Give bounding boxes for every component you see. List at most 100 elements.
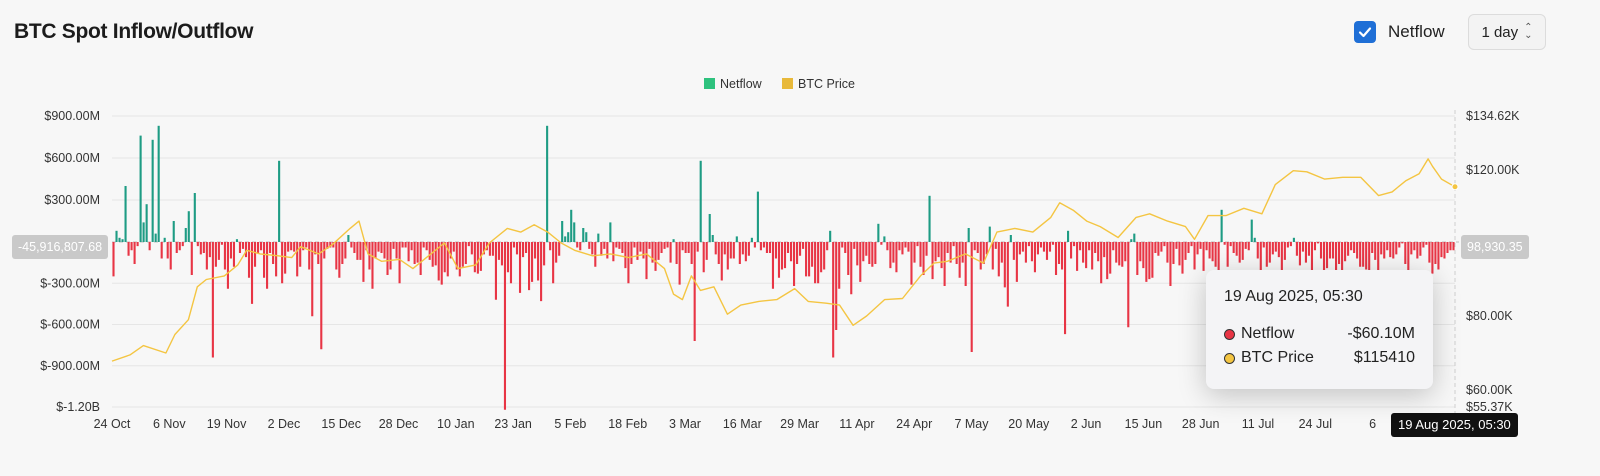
netflow-bar[interactable] — [1259, 242, 1262, 271]
netflow-bar[interactable] — [1202, 242, 1205, 271]
netflow-bar[interactable] — [753, 242, 756, 248]
netflow-bar[interactable] — [970, 242, 973, 352]
netflow-bar[interactable] — [1205, 242, 1208, 251]
netflow-bar[interactable] — [820, 242, 823, 273]
netflow-bar[interactable] — [1211, 242, 1214, 262]
netflow-bar[interactable] — [1431, 242, 1434, 274]
netflow-bar[interactable] — [889, 242, 892, 269]
netflow-bar[interactable] — [389, 242, 392, 270]
netflow-bar[interactable] — [512, 242, 516, 248]
netflow-bar[interactable] — [1223, 242, 1226, 245]
netflow-bar[interactable] — [380, 242, 383, 253]
netflow-bar[interactable] — [738, 242, 741, 264]
netflow-bar[interactable] — [558, 242, 561, 256]
netflow-bar[interactable] — [449, 242, 452, 259]
netflow-bar[interactable] — [244, 242, 248, 258]
netflow-bar[interactable] — [666, 242, 669, 248]
netflow-bar[interactable] — [717, 242, 720, 264]
netflow-bar[interactable] — [1286, 242, 1289, 248]
netflow-bar[interactable] — [633, 242, 636, 248]
netflow-bar[interactable] — [534, 242, 537, 259]
netflow-bar[interactable] — [1374, 242, 1377, 260]
netflow-bar[interactable] — [518, 242, 522, 293]
netflow-bar[interactable] — [802, 242, 805, 249]
netflow-bar[interactable] — [1136, 242, 1139, 275]
netflow-bar[interactable] — [642, 242, 645, 259]
netflow-bar[interactable] — [1325, 242, 1329, 269]
netflow-bar[interactable] — [1319, 242, 1323, 259]
netflow-bar[interactable] — [1304, 242, 1307, 263]
netflow-bar[interactable] — [383, 242, 386, 259]
netflow-bar[interactable] — [127, 242, 130, 256]
netflow-bar[interactable] — [1274, 242, 1277, 252]
netflow-bar[interactable] — [783, 242, 787, 269]
netflow-bar[interactable] — [1133, 233, 1136, 242]
netflow-bar[interactable] — [1196, 242, 1199, 255]
netflow-bar[interactable] — [946, 242, 949, 253]
netflow-bar[interactable] — [497, 242, 500, 260]
netflow-bar[interactable] — [811, 242, 814, 267]
netflow-bar[interactable] — [786, 242, 790, 253]
netflow-bar[interactable] — [585, 232, 588, 242]
netflow-bar[interactable] — [1006, 242, 1009, 307]
netflow-bar[interactable] — [256, 242, 260, 253]
netflow-bar[interactable] — [735, 236, 738, 242]
netflow-bar[interactable] — [338, 242, 341, 278]
netflow-bar[interactable] — [503, 242, 507, 410]
netflow-toggle[interactable]: Netflow — [1354, 21, 1445, 43]
netflow-bar[interactable] — [350, 242, 353, 248]
netflow-bar[interactable] — [494, 242, 497, 300]
netflow-bar[interactable] — [1160, 242, 1163, 252]
netflow-bar[interactable] — [838, 242, 841, 289]
netflow-bar[interactable] — [615, 242, 618, 248]
netflow-bar[interactable] — [208, 242, 211, 258]
netflow-bar[interactable] — [687, 242, 690, 253]
netflow-bar[interactable] — [253, 242, 257, 267]
netflow-bar[interactable] — [1063, 242, 1067, 335]
netflow-bar[interactable] — [1344, 242, 1347, 262]
netflow-bar[interactable] — [1067, 230, 1070, 242]
netflow-bar[interactable] — [241, 242, 245, 249]
netflow-bar[interactable] — [1250, 219, 1253, 242]
netflow-bar[interactable] — [907, 242, 910, 252]
netflow-bar[interactable] — [835, 242, 838, 330]
netflow-bar[interactable] — [1169, 242, 1172, 286]
netflow-bar[interactable] — [777, 242, 781, 278]
netflow-bar[interactable] — [1425, 242, 1428, 245]
netflow-bar[interactable] — [470, 242, 473, 255]
netflow-bar[interactable] — [1241, 242, 1244, 260]
netflow-bar[interactable] — [190, 242, 193, 275]
netflow-bar[interactable] — [443, 242, 446, 273]
netflow-bar[interactable] — [196, 242, 199, 247]
netflow-bar[interactable] — [699, 160, 702, 242]
netflow-bar[interactable] — [561, 221, 564, 242]
netflow-bar[interactable] — [696, 242, 699, 252]
netflow-bar[interactable] — [1338, 242, 1341, 264]
netflow-bar[interactable] — [317, 242, 320, 264]
netflow-bar[interactable] — [1097, 242, 1100, 262]
netflow-bar[interactable] — [729, 242, 732, 259]
netflow-bar[interactable] — [862, 242, 865, 262]
netflow-bar[interactable] — [1235, 242, 1238, 256]
netflow-bar[interactable] — [805, 242, 808, 277]
netflow-bar[interactable] — [904, 242, 907, 248]
netflow-bar[interactable] — [278, 160, 281, 242]
netflow-bar[interactable] — [567, 232, 570, 242]
netflow-bar[interactable] — [250, 242, 254, 304]
netflow-bar[interactable] — [425, 242, 428, 251]
netflow-bar[interactable] — [431, 242, 434, 267]
netflow-bar[interactable] — [1190, 242, 1193, 247]
netflow-bar[interactable] — [973, 242, 976, 251]
netflow-bar[interactable] — [1310, 242, 1314, 273]
netflow-bar[interactable] — [714, 242, 717, 255]
netflow-bar[interactable] — [269, 242, 272, 253]
netflow-bar[interactable] — [229, 242, 232, 259]
netflow-bar[interactable] — [859, 242, 862, 282]
netflow-bar[interactable] — [296, 242, 299, 277]
netflow-bar[interactable] — [341, 242, 344, 264]
netflow-bar[interactable] — [220, 242, 223, 245]
netflow-bar[interactable] — [540, 242, 543, 302]
netflow-bar[interactable] — [1148, 242, 1151, 280]
netflow-bar[interactable] — [1283, 242, 1286, 260]
netflow-bar[interactable] — [669, 242, 672, 263]
